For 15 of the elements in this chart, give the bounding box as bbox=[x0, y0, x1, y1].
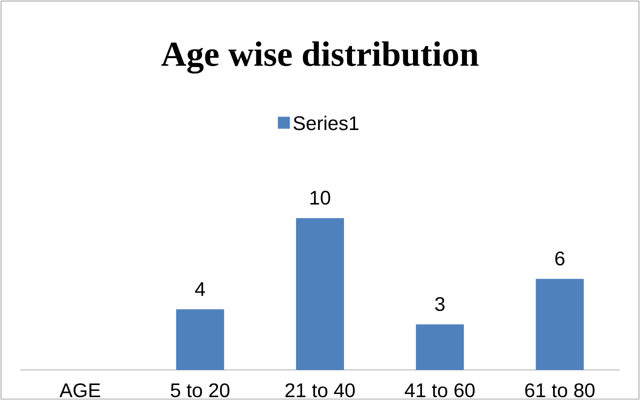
chart-title: Age wise distribution bbox=[161, 41, 478, 74]
x-tick-label: 61 to 80 bbox=[525, 383, 595, 398]
bar bbox=[536, 278, 584, 370]
data-label: 6 bbox=[555, 252, 564, 266]
bar bbox=[296, 218, 344, 370]
x-tick-label: AGE bbox=[59, 383, 100, 398]
x-tick-label: 5 to 20 bbox=[170, 383, 230, 398]
data-label: 4 bbox=[195, 282, 205, 296]
x-tick-label: 21 to 40 bbox=[285, 383, 355, 398]
legend-label: Series1 bbox=[294, 116, 358, 130]
data-label: 3 bbox=[435, 297, 444, 312]
data-label: 10 bbox=[310, 190, 330, 205]
bar bbox=[416, 324, 464, 370]
bar bbox=[176, 309, 224, 370]
x-tick-label: 41 to 60 bbox=[404, 383, 475, 398]
